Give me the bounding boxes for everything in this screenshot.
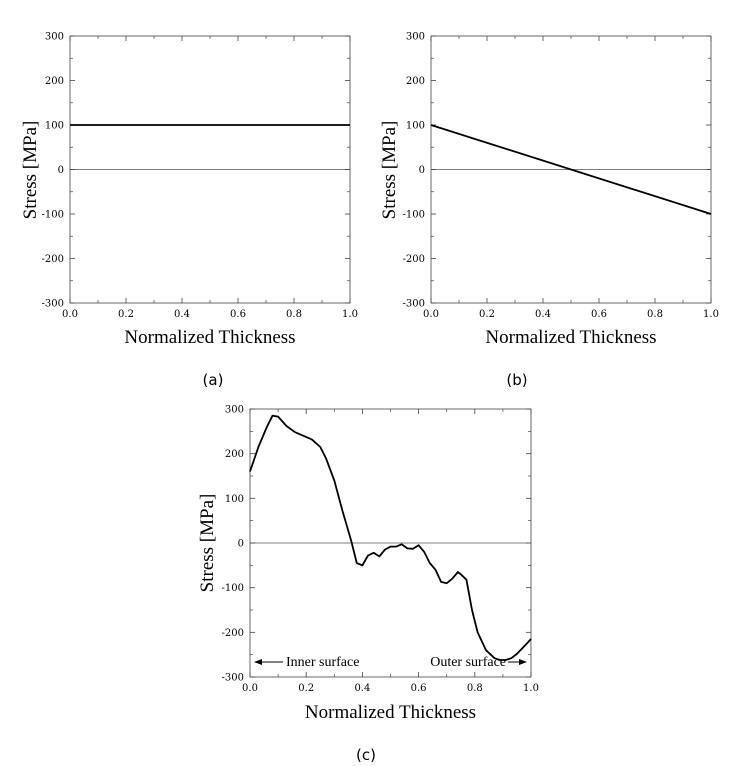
x-tick-label: 0.2 (479, 309, 495, 320)
x-tick-label: 0.6 (591, 309, 607, 320)
inner-surface-arrowhead (254, 659, 262, 665)
x-tick-label: 0.0 (423, 309, 439, 320)
y-tick-label: 100 (406, 121, 425, 132)
x-tick-label: 0.8 (647, 309, 663, 320)
outer-surface-label: Outer surface (430, 655, 506, 670)
series-line-stress (430, 124, 712, 215)
x-tick-label: 0.8 (467, 683, 483, 694)
outer-surface-arrowhead (519, 659, 527, 665)
y-tick-label: 100 (45, 121, 64, 132)
figure-caption: (c) (356, 746, 376, 764)
x-tick-label: 0.0 (62, 309, 78, 320)
x-tick-label: 0.8 (286, 309, 302, 320)
y-tick-label: -300 (403, 299, 425, 310)
y-tick-label: 100 (225, 494, 244, 505)
x-tick-label: 1.0 (703, 309, 719, 320)
x-tick-label: 0.4 (354, 683, 370, 694)
y-tick-label: -200 (403, 254, 425, 265)
x-tick-label: 1.0 (342, 309, 358, 320)
x-tick-label: 0.4 (535, 309, 551, 320)
y-tick-label: -200 (42, 254, 64, 265)
figure-caption: (b) (506, 371, 527, 389)
y-tick-label: 200 (406, 76, 425, 87)
y-tick-label: 0 (419, 165, 425, 176)
figure-caption: (a) (203, 371, 224, 389)
x-tick-label: 0.6 (230, 309, 246, 320)
x-tick-label: 0.2 (298, 683, 314, 694)
x-axis-title: Normalized Thickness (485, 327, 656, 348)
y-tick-label: 300 (225, 405, 244, 416)
y-tick-label: -100 (42, 210, 64, 221)
x-tick-label: 0.0 (242, 683, 258, 694)
x-axis-title: Normalized Thickness (305, 702, 476, 723)
y-tick-label: 200 (45, 76, 64, 87)
y-tick-label: -300 (222, 673, 244, 684)
y-axis-title: Stress [MPa] (20, 121, 41, 220)
y-tick-label: -200 (222, 628, 244, 639)
x-tick-label: 0.6 (411, 683, 427, 694)
y-tick-label: 0 (238, 539, 244, 550)
series-line-stress (249, 414, 532, 661)
y-axis-title: Stress [MPa] (197, 494, 218, 593)
y-axis-title: Stress [MPa] (379, 121, 400, 220)
y-tick-label: 300 (406, 32, 425, 43)
x-tick-label: 1.0 (523, 683, 539, 694)
x-axis-title: Normalized Thickness (124, 327, 295, 348)
y-tick-label: 200 (225, 449, 244, 460)
y-tick-label: 0 (58, 165, 64, 176)
x-tick-label: 0.4 (174, 309, 190, 320)
inner-surface-label: Inner surface (286, 655, 359, 670)
y-tick-label: 300 (45, 32, 64, 43)
x-tick-label: 0.2 (118, 309, 134, 320)
y-tick-label: -300 (42, 299, 64, 310)
y-tick-label: -100 (222, 583, 244, 594)
y-tick-label: -100 (403, 210, 425, 221)
